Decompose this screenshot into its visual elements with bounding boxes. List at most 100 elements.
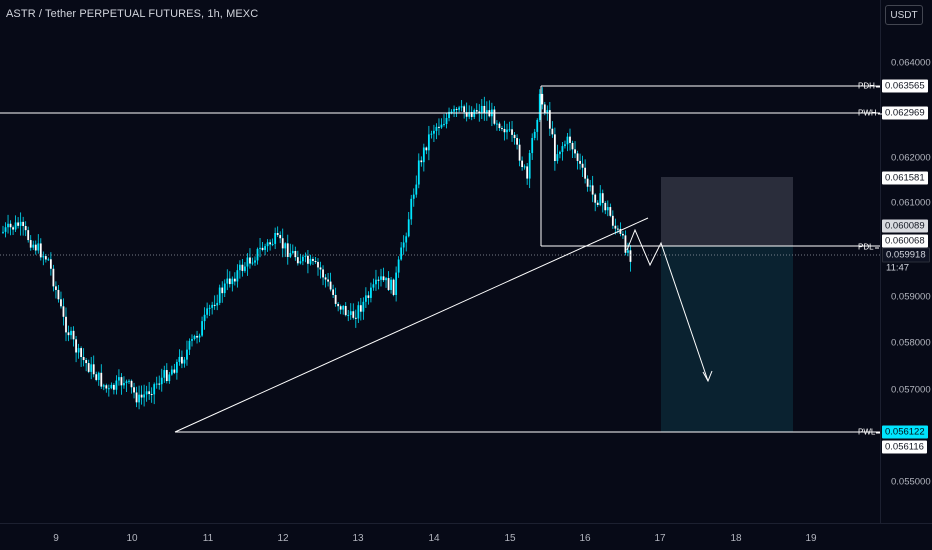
- candle-body: [458, 107, 461, 110]
- time-tick: 15: [504, 533, 516, 544]
- candle-body: [34, 244, 37, 251]
- candle-body: [181, 356, 183, 364]
- candle-body: [249, 257, 251, 264]
- candle-body: [32, 244, 35, 248]
- candle-body: [501, 128, 503, 130]
- candle-body: [589, 185, 592, 187]
- candle-body: [390, 279, 392, 290]
- candle-body: [102, 385, 105, 387]
- candle-body: [349, 311, 352, 315]
- candle-body: [496, 123, 498, 125]
- candle-body: [228, 278, 231, 285]
- candle-body: [191, 339, 193, 341]
- candle-body: [77, 348, 80, 353]
- candle-body: [201, 321, 203, 336]
- candle-body: [614, 225, 617, 229]
- candle-body: [425, 147, 428, 151]
- candle-body: [553, 134, 556, 162]
- candle-body: [47, 259, 50, 261]
- candle-body: [415, 184, 418, 195]
- currency-button[interactable]: USDT: [885, 5, 923, 25]
- pwl-price-label: 0.056122: [882, 425, 928, 439]
- candle-body: [377, 279, 380, 281]
- candle-body: [357, 305, 360, 319]
- candle-body: [175, 361, 178, 373]
- candle-body: [307, 255, 309, 264]
- candle-body: [420, 160, 423, 163]
- candle-body: [309, 258, 312, 264]
- candle-body: [294, 251, 297, 258]
- candle-body: [536, 119, 539, 132]
- last-price-label: 0.059918: [882, 247, 930, 263]
- candle-body: [145, 391, 148, 395]
- candle-body: [155, 383, 158, 385]
- price-tick: 0.061000: [891, 197, 931, 209]
- candle-body: [324, 277, 327, 280]
- candle-body: [543, 104, 546, 113]
- candle-body: [506, 129, 508, 133]
- candle-body: [455, 108, 458, 110]
- candle-body: [160, 377, 163, 385]
- candle-body: [279, 235, 282, 239]
- candle-body: [211, 304, 214, 308]
- candle-body: [538, 93, 541, 120]
- candle-body: [322, 269, 324, 278]
- candle-body: [312, 258, 314, 262]
- candle-body: [55, 286, 57, 290]
- candle-body: [624, 235, 627, 253]
- candle-body: [531, 137, 534, 154]
- candle-body: [226, 278, 229, 284]
- candle-body: [138, 394, 140, 403]
- candle-body: [629, 250, 632, 262]
- candle-body: [14, 222, 17, 230]
- candle-body: [216, 302, 219, 306]
- chart-title: ASTR / Tether PERPETUAL FUTURES, 1h, MEX…: [6, 8, 259, 20]
- candle-body: [67, 332, 70, 336]
- candle-body: [622, 233, 624, 236]
- time-tick: 14: [428, 533, 440, 544]
- candle-body: [221, 287, 224, 294]
- target-zone-label: 0.061581: [882, 171, 928, 185]
- candle-body: [241, 264, 244, 271]
- candle-body: [619, 228, 622, 234]
- candle-body: [231, 278, 234, 285]
- candle-body: [39, 243, 42, 258]
- candle-body: [339, 306, 342, 310]
- candle-body: [609, 207, 612, 216]
- candle-body: [344, 305, 347, 316]
- candle-body: [533, 131, 536, 138]
- candle-body: [37, 243, 40, 251]
- candle-body: [362, 301, 365, 312]
- time-tick: 16: [579, 533, 591, 544]
- candle-body: [627, 250, 629, 253]
- candle-body: [52, 268, 55, 287]
- candle-body: [44, 256, 47, 260]
- candle-body: [372, 284, 375, 288]
- trendline: [174, 217, 649, 433]
- candle-body: [453, 108, 455, 112]
- projection-path: [626, 228, 709, 382]
- candle-body: [591, 185, 594, 195]
- candle-body: [483, 105, 486, 114]
- candle-body: [440, 124, 443, 128]
- time-tick: 13: [352, 533, 364, 544]
- candle-body: [485, 110, 488, 114]
- price-tick: 0.055000: [891, 476, 931, 488]
- candle-body: [284, 243, 287, 249]
- candle-body: [254, 260, 256, 263]
- candle-body: [397, 259, 400, 273]
- time-tick: 12: [277, 533, 289, 544]
- candle-body: [17, 222, 20, 226]
- candle-body: [468, 112, 471, 117]
- candle-body: [508, 129, 511, 131]
- candle-body: [148, 391, 151, 395]
- candle-body: [49, 259, 52, 269]
- candle-body: [513, 134, 516, 139]
- candle-body: [208, 307, 211, 309]
- candle-body: [541, 93, 544, 105]
- candle-body: [448, 111, 450, 118]
- candle-body: [445, 117, 448, 125]
- pwl-secondary-label: 0.056116: [882, 440, 927, 454]
- candle-body: [478, 111, 481, 113]
